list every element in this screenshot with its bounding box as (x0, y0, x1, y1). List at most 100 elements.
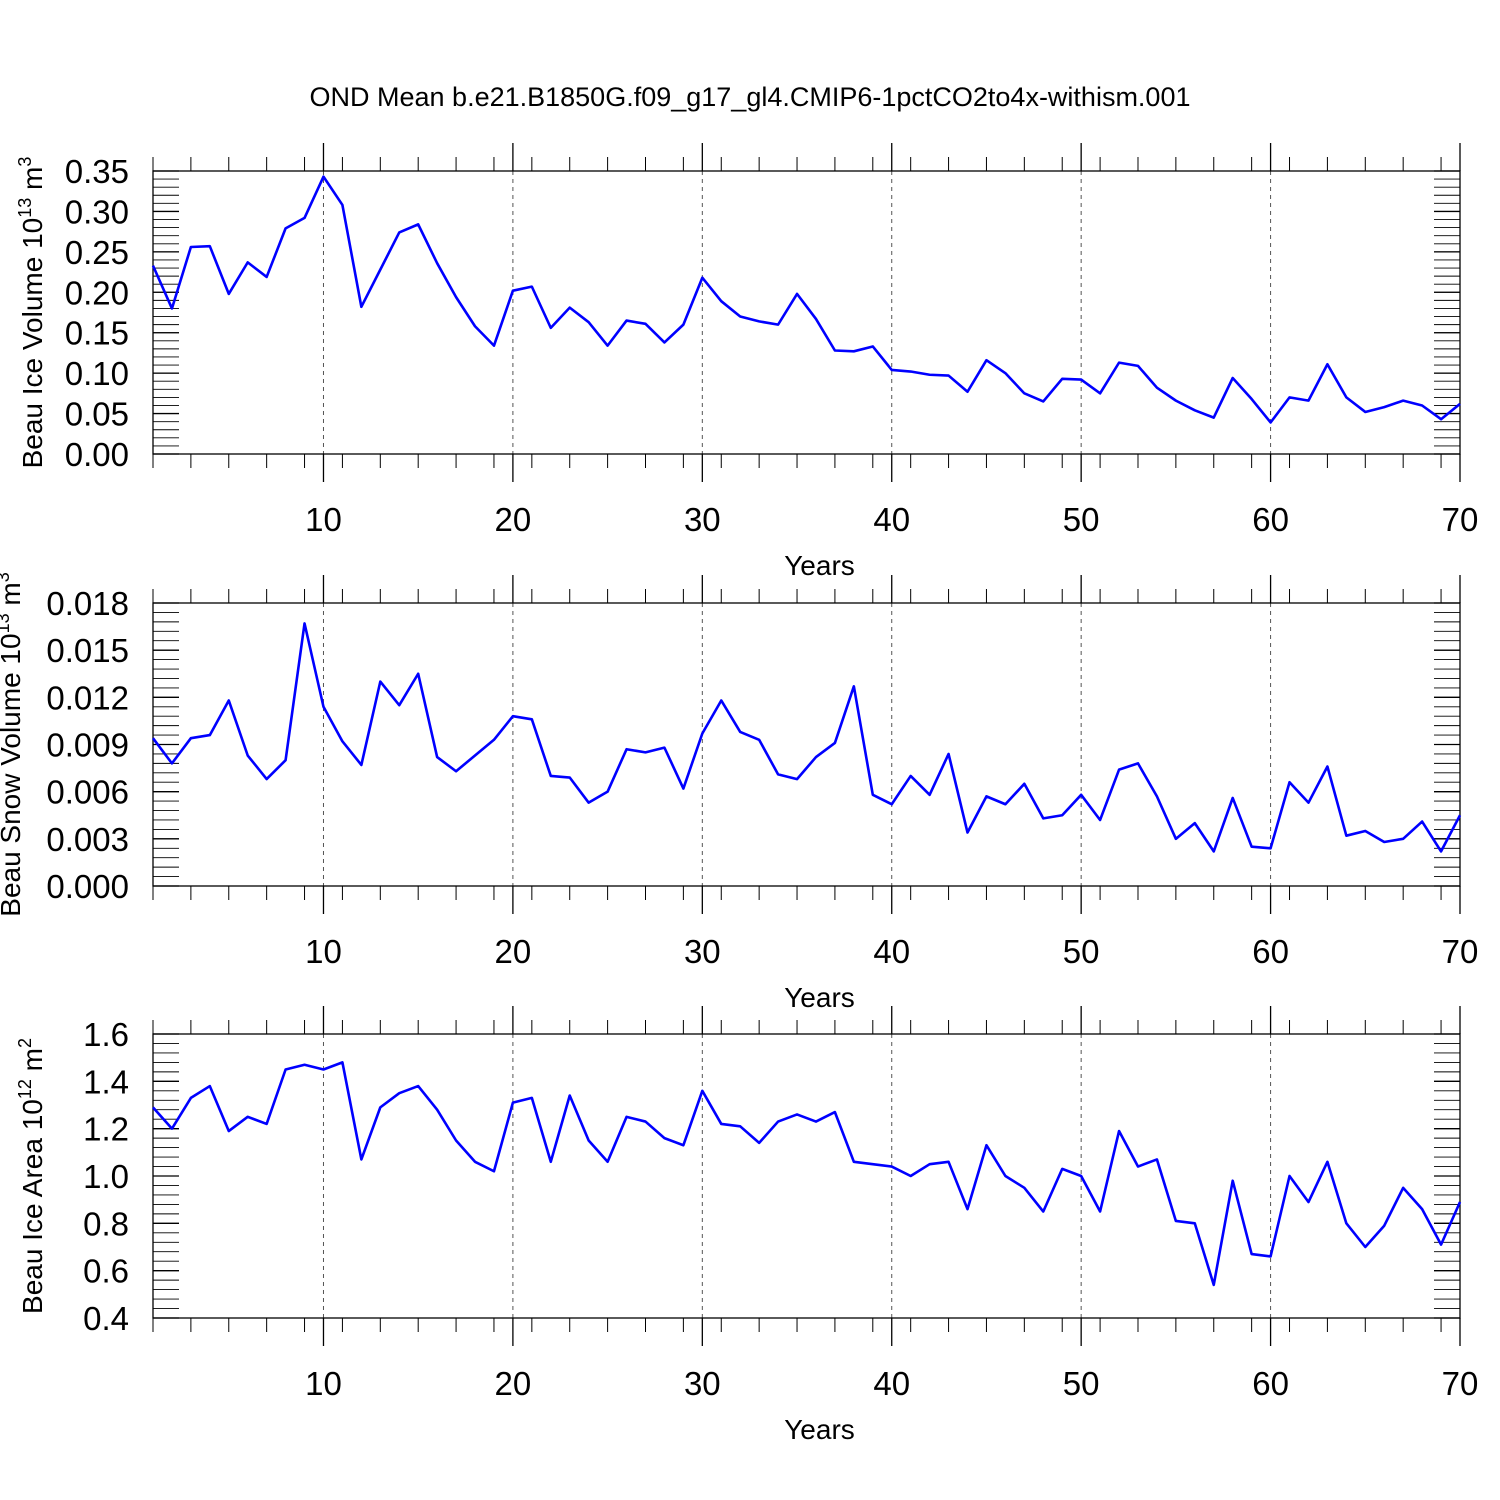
x-tick-label: 50 (1063, 933, 1100, 970)
data-point (1326, 363, 1328, 365)
data-point (1080, 794, 1082, 796)
data-point (284, 227, 286, 229)
data-point (682, 787, 684, 789)
data-point (569, 776, 571, 778)
data-point (322, 175, 324, 177)
data-point (436, 1109, 438, 1111)
data-point (265, 276, 267, 278)
data-point (606, 790, 608, 792)
data-point (417, 223, 419, 225)
data-point (398, 704, 400, 706)
data-point (720, 300, 722, 302)
data-point (1194, 822, 1196, 824)
y-axis-label: Beau Ice Area 1012 m2 (15, 1038, 48, 1314)
data-point (1326, 765, 1328, 767)
y-tick-label: 1.4 (83, 1063, 129, 1100)
data-point (341, 204, 343, 206)
data-point (1137, 1165, 1139, 1167)
data-point (493, 344, 495, 346)
data-point (209, 1085, 211, 1087)
data-point (417, 673, 419, 675)
data-point (1042, 1210, 1044, 1212)
data-point (966, 1208, 968, 1210)
y-tick-label: 0.4 (83, 1300, 129, 1337)
y-tick-label: 0.05 (65, 396, 129, 433)
series-line (151, 175, 1461, 424)
data-point (1326, 1161, 1328, 1163)
data-point (1080, 378, 1082, 380)
x-tick-label: 30 (684, 501, 721, 538)
data-point (1288, 396, 1290, 398)
x-axis-label: Years (784, 550, 855, 581)
data-point (587, 801, 589, 803)
y-axis-label: Beau Snow Volume 1013 m3 (0, 572, 26, 916)
y-tick-label: 0.30 (65, 193, 129, 230)
data-point (1118, 1130, 1120, 1132)
data-point (1307, 399, 1309, 401)
data-point (1004, 372, 1006, 374)
y-tick-label: 0.00 (65, 436, 129, 473)
data-point (909, 370, 911, 372)
data-point (360, 1158, 362, 1160)
x-tick-label: 40 (873, 1365, 910, 1402)
data-point (1345, 396, 1347, 398)
x-tick-label: 30 (684, 1365, 721, 1402)
data-point (1023, 783, 1025, 785)
data-point (701, 732, 703, 734)
data-point (341, 1061, 343, 1063)
data-point (1231, 377, 1233, 379)
data-point (1194, 409, 1196, 411)
data-point (606, 1161, 608, 1163)
data-point (606, 344, 608, 346)
data-point (398, 231, 400, 233)
data-point (512, 715, 514, 717)
data-point (474, 754, 476, 756)
data-point (341, 740, 343, 742)
data-point (493, 739, 495, 741)
data-point (1213, 1284, 1215, 1286)
y-tick-label: 0.20 (65, 274, 129, 311)
x-tick-label: 60 (1252, 1365, 1289, 1402)
data-point (891, 1165, 893, 1167)
data-point (436, 756, 438, 758)
data-point (1004, 1175, 1006, 1177)
data-point (1364, 1246, 1366, 1248)
data-point (682, 323, 684, 325)
data-point (1250, 398, 1252, 400)
data-point (928, 374, 930, 376)
x-tick-label: 50 (1063, 1365, 1100, 1402)
data-point (1440, 1243, 1442, 1245)
data-point (834, 742, 836, 744)
data-point (1061, 814, 1063, 816)
data-point (815, 756, 817, 758)
data-point (1175, 399, 1177, 401)
x-tick-label: 40 (873, 933, 910, 970)
y-tick-label: 1.2 (83, 1111, 129, 1148)
data-point (398, 1092, 400, 1094)
y-tick-label: 0.10 (65, 355, 129, 392)
data-point (853, 1161, 855, 1163)
data-point (1383, 1225, 1385, 1227)
data-point (1269, 1255, 1271, 1257)
data-point (1061, 378, 1063, 380)
data-point (1156, 1158, 1158, 1160)
data-point (474, 325, 476, 327)
data-point (872, 345, 874, 347)
data-point (663, 746, 665, 748)
data-point (569, 306, 571, 308)
y-axis-label: Beau Ice Volume 1013 m3 (15, 157, 48, 469)
data-point (1042, 400, 1044, 402)
data-point (1421, 404, 1423, 406)
data-point (663, 1137, 665, 1139)
data-point (1213, 416, 1215, 418)
data-point (1421, 820, 1423, 822)
data-point (796, 778, 798, 780)
data-point (1250, 845, 1252, 847)
data-point (1421, 1208, 1423, 1210)
data-point (1137, 365, 1139, 367)
x-tick-label: 20 (495, 933, 532, 970)
data-point (379, 268, 381, 270)
data-point (152, 264, 154, 266)
series-line (152, 1061, 1462, 1287)
data-point (171, 307, 173, 309)
